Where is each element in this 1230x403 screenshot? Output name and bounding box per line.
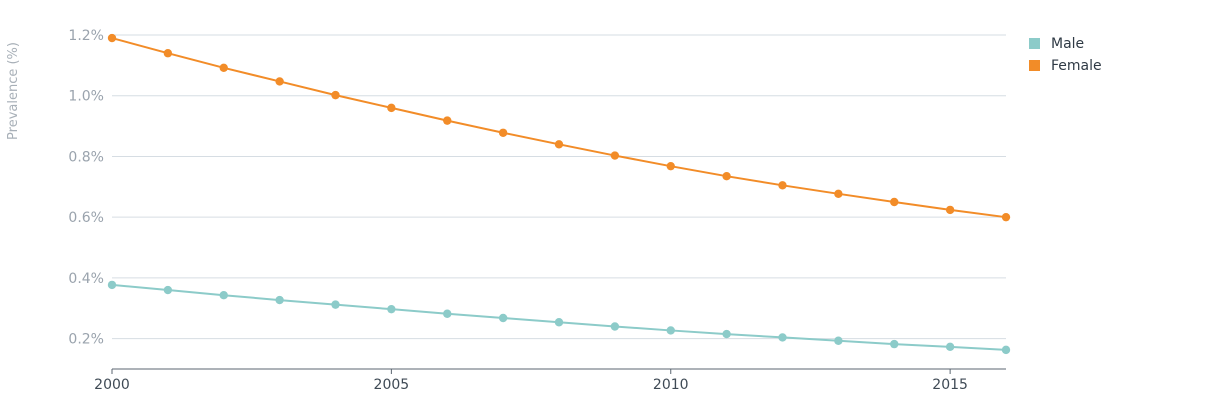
y-tick-label: 0.6% (68, 210, 104, 226)
y-tick-label: 0.2% (68, 332, 104, 348)
data-point-female[interactable]: Female 2014: 0.65% (890, 197, 899, 207)
y-tick-label: 1.0% (68, 89, 104, 105)
series-line-female (111, 37, 1007, 219)
data-point-female[interactable]: Female 2005: 0.96% (387, 103, 396, 113)
legend-label: Male (1051, 36, 1084, 52)
data-point-female[interactable]: Female 2011: 0.735% (722, 171, 731, 181)
data-point-male[interactable]: Male 2015: 0.173% (945, 342, 955, 352)
data-point-male[interactable]: Male 2016: 0.163% (1001, 345, 1011, 355)
data-point-male[interactable]: Male 2006: 0.282% (443, 309, 452, 318)
x-tick-label: 2000 (94, 377, 130, 393)
legend-swatch (1029, 60, 1040, 71)
axis-layer: 0.2% 0.4% 0.6% 0.8% 1.0% 1.2% 2000 2005 2010 2015 (68, 28, 1006, 393)
y-tick-label: 0.8% (68, 149, 104, 165)
data-point-male[interactable]: Male 2014: 0.182% (890, 339, 899, 349)
series-layer: Male 2000: 0.377% Male 2001: 0.36% Male 20… (107, 33, 1011, 355)
data-point-female[interactable]: Female 2006: 0.918% (443, 116, 452, 125)
data-point-female[interactable]: Female 2012: 0.705% (778, 181, 787, 190)
legend-label: Female (1051, 58, 1102, 74)
data-point-female[interactable]: Female 2002: 1.092% (219, 63, 228, 72)
x-tick-label: 2005 (374, 377, 410, 393)
data-point-male[interactable]: Male 2001: 0.36% (163, 285, 173, 295)
legend[interactable]: Male Female (1029, 36, 1102, 74)
series-line-male (111, 283, 1007, 351)
data-point-male[interactable]: Male 2003: 0.327% (275, 295, 284, 305)
data-point-male[interactable]: Male 2008: 0.254% (554, 318, 564, 327)
data-point-female[interactable]: Female 2001: 1.14% (163, 49, 173, 58)
data-point-male[interactable]: Male 2011: 0.215% (722, 329, 731, 339)
data-point-female[interactable]: Female 2009: 0.803% (610, 151, 620, 160)
data-point-female[interactable]: Female 2008: 0.84% (554, 140, 564, 149)
data-point-female[interactable]: Female 2000: 1.19% (107, 33, 117, 43)
data-point-female[interactable]: Female 2013: 0.677% (834, 189, 843, 199)
y-axis-title: Prevalence (%) (6, 42, 21, 140)
data-point-male[interactable]: Male 2009: 0.24% (610, 322, 620, 331)
data-point-female[interactable]: Female 2007: 0.878% (498, 128, 508, 137)
data-point-female[interactable]: Female 2003: 1.047% (275, 77, 284, 86)
data-point-male[interactable]: Male 2013: 0.193% (834, 336, 843, 345)
data-point-male[interactable]: Male 2012: 0.204% (778, 333, 787, 342)
data-point-female[interactable]: Female 2010: 0.768% (666, 161, 675, 171)
x-tick-label: 2010 (653, 377, 689, 393)
legend-item-male[interactable]: Male (1029, 36, 1084, 52)
y-tick-label: 1.2% (68, 28, 104, 44)
data-point-male[interactable]: Male 2010: 0.227% (666, 326, 675, 335)
data-point-male[interactable]: Male 2000: 0.377% (107, 280, 117, 290)
data-point-female[interactable]: Female 2016: 0.6% (1001, 212, 1011, 222)
data-point-female[interactable]: Female 2015: 0.624% (945, 205, 955, 215)
data-point-female[interactable]: Female 2004: 1.002% (331, 90, 340, 100)
data-point-male[interactable]: Male 2004: 0.312% (331, 300, 340, 309)
x-tick-label: 2015 (932, 377, 968, 393)
grid-layer (112, 34, 1006, 340)
data-point-male[interactable]: Male 2005: 0.297% (387, 304, 396, 314)
data-point-male[interactable]: Male 2007: 0.268% (498, 313, 508, 323)
legend-item-female[interactable]: Female (1029, 58, 1102, 74)
legend-swatch (1029, 38, 1040, 49)
data-point-male[interactable]: Male 2002: 0.343% (219, 291, 228, 300)
y-tick-label: 0.4% (68, 271, 104, 287)
